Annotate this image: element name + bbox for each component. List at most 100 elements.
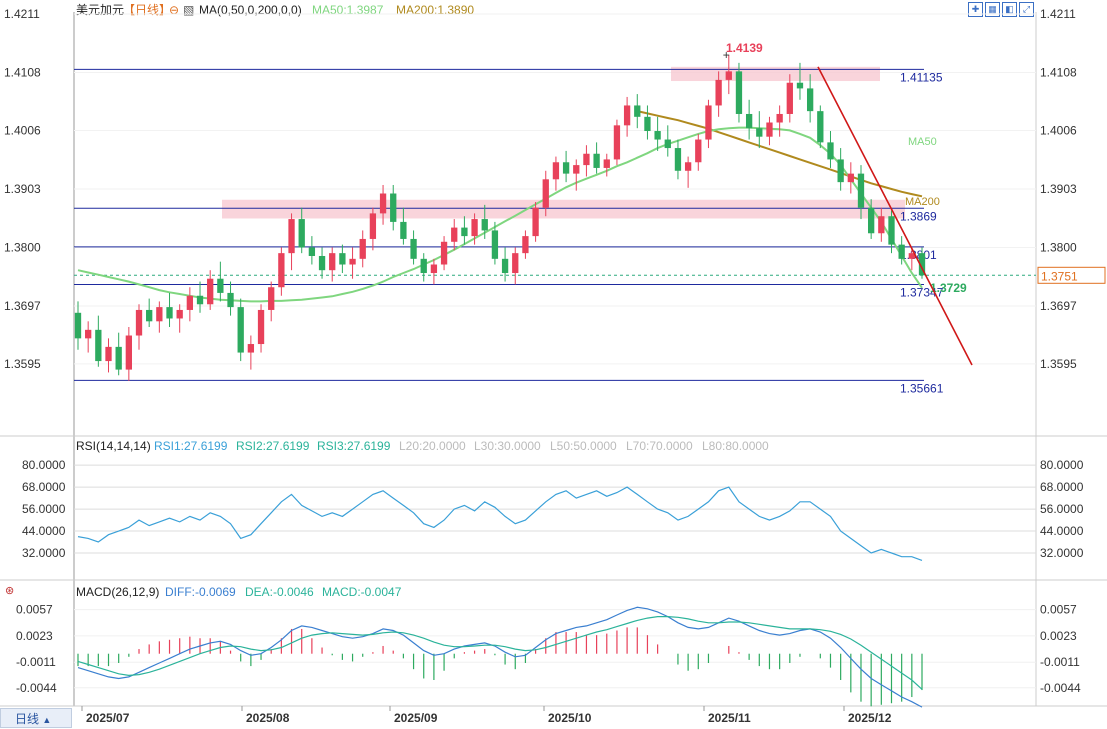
price-tick-left: 1.3800 (4, 240, 41, 254)
price-tick-right: 1.3595 (1040, 357, 1077, 371)
downtrend-line (817, 66, 973, 366)
candle-body (390, 193, 397, 222)
price-tick-right: 1.3903 (1040, 182, 1077, 196)
candle-body (491, 230, 499, 259)
candle-body (146, 309, 153, 322)
candle-body (156, 307, 163, 322)
candle-body (827, 142, 834, 160)
candle-body (552, 162, 560, 180)
price-tick-left: 1.3595 (4, 357, 41, 371)
indicator-icon[interactable]: ▧ (183, 3, 195, 17)
rsi-l30: L30:30.0000 (474, 439, 541, 453)
high-marker-label: 1.4139 (726, 41, 763, 55)
candle-body (308, 247, 316, 256)
ma50-line (77, 126, 923, 303)
candle-body (644, 116, 651, 132)
price-tick-right: 1.4006 (1040, 123, 1077, 137)
time-tick-label: 2025/09 (394, 711, 438, 725)
macd-tick-right: -0.0044 (1040, 681, 1081, 695)
rsi-tick-left: 44.0000 (22, 524, 66, 538)
high-marker-icon: + (723, 48, 730, 62)
ma200-line (637, 110, 923, 198)
candle-body (339, 253, 346, 265)
rsi3-value: RSI3:27.6199 (317, 439, 391, 453)
candle-body (705, 105, 712, 140)
caret-up-icon: ▲ (42, 715, 52, 725)
toolbar: ✚ ▦ ◧ ⤢ (968, 2, 1034, 17)
time-tick-label: 2025/11 (708, 711, 751, 725)
price-tick-left: 1.3903 (4, 182, 41, 196)
candle-body (420, 258, 427, 274)
price-tick-left: 1.4006 (4, 123, 41, 137)
candle-body (674, 148, 682, 171)
crosshair-icon[interactable]: ✚ (968, 2, 983, 17)
candle-body (745, 113, 753, 129)
rsi-tick-left: 68.0000 (22, 480, 66, 494)
candle-body (634, 105, 641, 117)
candle-body (898, 244, 905, 259)
fullscreen-icon[interactable]: ⤢ (1019, 2, 1034, 17)
timeframe-button[interactable]: 日线 ▲ (0, 708, 72, 728)
candle-body (837, 159, 844, 183)
level-label: 1.3869 (900, 209, 937, 223)
rsi-l20: L20:20.0000 (399, 439, 466, 453)
price-tick-right: 1.3697 (1040, 299, 1077, 313)
candle-body (329, 253, 336, 271)
candle-body (786, 82, 793, 114)
candle-body (410, 238, 417, 259)
rsi-tick-left: 56.0000 (22, 502, 66, 516)
level-label: 1.35661 (900, 381, 944, 395)
rsi-tick-right: 32.0000 (1040, 546, 1084, 560)
settings-icon[interactable]: ⊖ (169, 3, 180, 17)
macd-tick-right: -0.0011 (1040, 655, 1080, 669)
price-tick-right: 1.4108 (1040, 66, 1077, 80)
rsi-tick-right: 44.0000 (1040, 524, 1084, 538)
time-tick-label: 2025/07 (86, 711, 130, 725)
candle-body (522, 236, 529, 254)
level-label: 1.41135 (900, 70, 943, 84)
time-tick-label: 2025/08 (246, 711, 290, 725)
macd-tick-left: 0.0023 (16, 629, 53, 643)
candle-body (603, 159, 610, 168)
candle-body (776, 113, 783, 123)
candle-body (613, 125, 621, 160)
macd-tick-left: 0.0057 (16, 603, 53, 617)
candle-body (878, 216, 885, 234)
candle-body (247, 344, 255, 353)
candle-body (461, 227, 468, 237)
resistance-zone (222, 199, 905, 219)
candle-body (512, 253, 519, 274)
rsi2-value: RSI2:27.6199 (236, 439, 310, 453)
fit-icon[interactable]: ◧ (1002, 2, 1017, 17)
macd-title: MACD(26,12,9) (76, 585, 160, 599)
macd-diff-value: DIFF:-0.0069 (165, 585, 236, 599)
zoom-icon[interactable]: ▦ (985, 2, 1000, 17)
current-price-box (1037, 266, 1106, 284)
candle-body (85, 329, 92, 339)
candle-body (318, 255, 326, 271)
macd-macd-value: MACD:-0.0047 (322, 585, 402, 599)
candle-body (217, 278, 224, 293)
price-tick-left: 1.4108 (4, 66, 41, 80)
candle-body (593, 153, 600, 168)
macd-settings-icon[interactable]: ⊛ (5, 585, 15, 597)
candle-body (369, 213, 377, 239)
candle-body (573, 165, 580, 174)
candle-body (125, 335, 132, 370)
candle-body (501, 258, 509, 274)
rsi-l70: L70:70.0000 (626, 439, 693, 453)
macd-diff-line (77, 606, 923, 708)
candle-body (74, 312, 82, 339)
candle-body (735, 71, 743, 114)
candle-body (481, 219, 488, 231)
candle-body (451, 227, 458, 242)
candle-body (695, 139, 702, 163)
candle-body (847, 173, 854, 183)
candle-body (186, 295, 194, 310)
candle-body (888, 216, 895, 245)
macd-tick-right: 0.0023 (1040, 629, 1077, 643)
candle-body (654, 131, 661, 140)
candle-body (715, 79, 722, 106)
